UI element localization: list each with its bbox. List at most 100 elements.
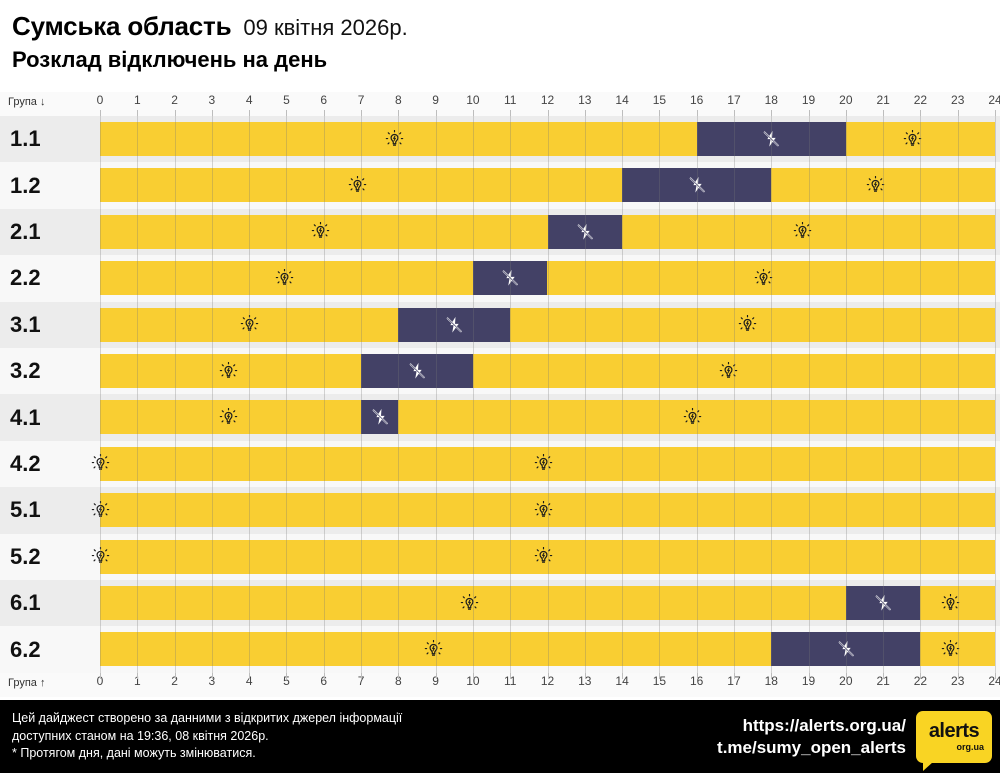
axis-bottom-tickmark-6 [323,673,325,679]
hour-gridline [845,580,847,627]
hour-gridline [808,394,810,441]
hour-gridline [584,533,586,580]
axis-bottom-tick-15: 15 [652,674,667,688]
group-label-3.1: 3.1 [10,311,41,337]
hour-gridline [211,348,213,395]
hour-gridline [361,487,363,534]
axis-bottom-tickmark-1 [137,673,139,679]
axis-bottom-tick-11: 11 [503,674,517,688]
hour-gridline [771,580,773,627]
hour-gridline [733,533,735,580]
logo-wordmark: alerts [928,720,980,742]
hour-gridline [733,440,735,488]
hour-gridline [510,162,512,209]
axis-bottom-tickmark-19 [808,673,810,679]
hour-gridline [510,580,512,627]
hour-gridline [472,626,474,673]
row-track-6.2 [100,632,995,667]
hour-gridline [808,208,810,256]
telegram-link[interactable]: t.me/sumy_open_alerts [717,737,906,757]
hour-gridline [584,162,586,209]
hour-gridline [883,626,885,673]
hour-gridline [733,580,735,627]
axis-bottom-tickmark-23 [957,673,959,679]
hour-gridline [883,580,885,627]
footer-note-line-3: * Протягом дня, дані можуть змінюватися. [12,746,256,761]
hour-gridline [845,116,847,163]
axis-bottom-tick-8: 8 [394,674,402,688]
row-track-5.1 [91,493,995,528]
hour-gridline [659,162,661,209]
hour-gridline [472,533,474,580]
hour-gridline [137,301,139,348]
hour-gridline [547,116,549,163]
lightbulb-icon [683,407,703,427]
axis-top-tick-12: 12 [540,93,555,107]
hour-gridline [845,255,847,302]
hour-gridline [622,116,624,163]
hour-gridline [771,301,773,348]
axis-top-tickmark-2 [174,110,176,116]
hour-gridline [696,487,698,534]
hour-gridline [808,440,810,488]
hour-gridline [659,533,661,580]
hour-gridline [137,208,139,256]
axis-bottom-tickmark-12 [547,673,549,679]
group-label-5.1: 5.1 [10,497,41,523]
hour-gridline [733,116,735,163]
hour-gridline [733,162,735,209]
hour-gridline [361,208,363,256]
hour-gridline [920,348,922,395]
lightbulb-icon [534,500,554,520]
hour-gridline [323,348,325,395]
page-subtitle: Розклад відключень на день [12,46,328,72]
hour-gridline [137,394,139,441]
axis-top-tickmark-19 [808,110,810,116]
hour-gridline [547,626,549,673]
group-label-3.2: 3.2 [10,358,41,384]
power-on-segment [100,354,995,388]
hour-gridline [398,348,400,395]
bolt-off-icon [500,268,520,288]
hour-gridline [696,348,698,395]
axis-bottom-tick-24: 24 [988,674,1000,688]
axis-bottom-tick-21: 21 [876,674,890,688]
hour-gridline [622,255,624,302]
hour-gridline [100,580,101,627]
hour-gridline [920,394,922,441]
hour-gridline [584,394,586,441]
hour-gridline [659,116,661,163]
axis-top-tickmark-10 [472,110,474,116]
axis-top-tick-13: 13 [578,93,592,107]
footer-disclaimer: Цей дайджест створено за данними з відкр… [0,710,402,763]
hour-gridline [771,626,773,673]
hour-gridline [771,348,773,395]
hour-gridline [920,580,922,627]
hour-gridline [323,440,325,488]
hour-gridline [286,533,288,580]
hour-gridline [845,348,847,395]
axis-top-tick-8: 8 [394,93,402,107]
row-track-1.2 [100,168,995,203]
hour-gridline [696,255,698,302]
lightbulb-icon [90,500,110,520]
hour-gridline [211,116,213,163]
axis-top-tickmark-14 [622,110,624,116]
hour-gridline [957,394,959,441]
hour-gridline [771,533,773,580]
hour-gridline [137,255,139,302]
hour-gridline [659,301,661,348]
axis-top-tickmark-13 [584,110,586,116]
lightbulb-icon [754,268,774,288]
hour-gridline [845,440,847,488]
axis-top-tick-11: 11 [503,93,517,107]
hour-gridline [845,626,847,673]
website-link[interactable]: https://alerts.org.ua/ [742,715,906,735]
hour-gridline [510,487,512,534]
hour-gridline [957,301,959,348]
hour-gridline [771,162,773,209]
axis-bottom-tick-5: 5 [283,674,290,688]
hour-gridline [696,208,698,256]
power-on-segment [100,261,995,296]
axis-top-tick-4: 4 [245,93,253,107]
